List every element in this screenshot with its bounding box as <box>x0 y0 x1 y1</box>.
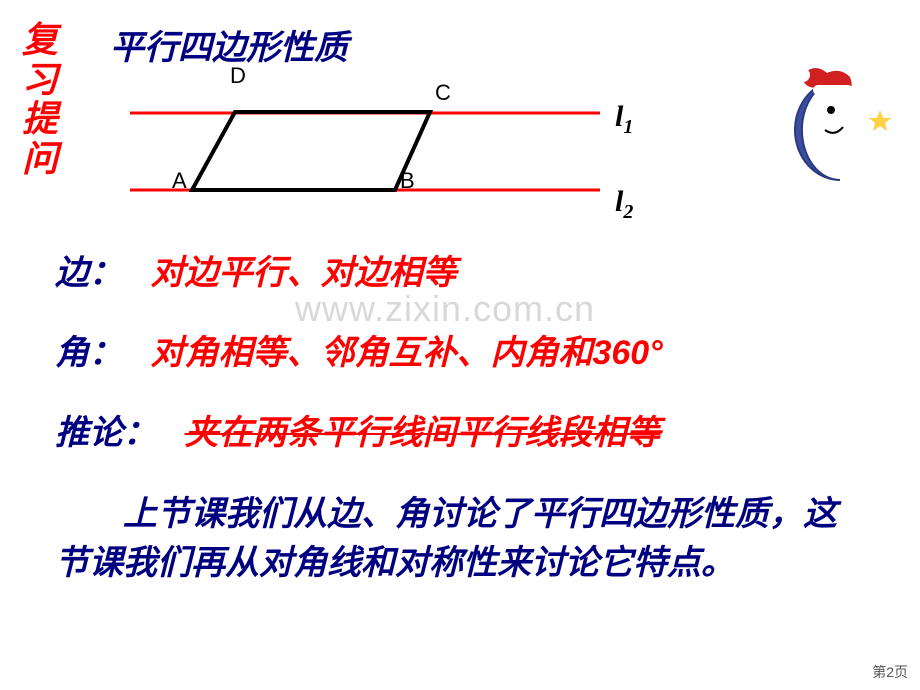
sidebar-vertical-label: 复习提问 <box>20 20 60 178</box>
watermark-text: www.zixin.com.cn <box>295 288 595 330</box>
parallelogram-diagram: D C A B <box>130 60 600 210</box>
corollary-value: 夹在两条平行线间平行线段相等 <box>184 414 660 452</box>
parallelogram-shape <box>192 112 430 190</box>
angle-label: 角： <box>55 334 123 372</box>
vertex-c-label: C <box>435 80 451 105</box>
line-l1-label: l1 <box>615 100 633 139</box>
row-angle: 角： 对角相等、邻角互补、内角和360° <box>55 325 663 374</box>
row-corollary: 推论： 夹在两条平行线间平行线段相等 <box>55 405 660 454</box>
edge-value: 对边平行、对边相等 <box>150 254 456 292</box>
summary-paragraph: 上节课我们从边、角讨论了平行四边形性质，这节课我们再从对角线和对称性来讨论它特点… <box>55 490 865 589</box>
vertex-a-label: A <box>172 168 187 193</box>
page-number: 第2页 <box>872 662 908 682</box>
corollary-label: 推论： <box>55 414 157 452</box>
edge-label: 边： <box>55 254 123 292</box>
vertex-b-label: B <box>400 168 415 193</box>
row-edge: 边： 对边平行、对边相等 <box>55 245 456 294</box>
moon-icon <box>785 55 895 185</box>
angle-value: 对角相等、邻角互补、内角和360° <box>150 334 662 372</box>
line-l2-label: l2 <box>615 185 633 224</box>
vertex-d-label: D <box>230 63 246 88</box>
